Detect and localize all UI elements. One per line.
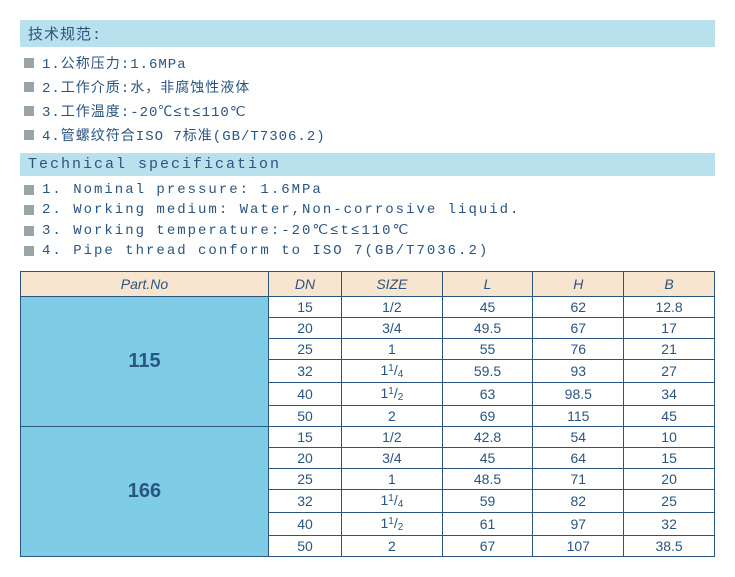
data-cell: 64 — [533, 448, 624, 469]
data-cell: 11/2 — [342, 513, 442, 536]
data-cell: 107 — [533, 536, 624, 557]
en-spec-line: 4. Pipe thread conform to ISO 7(GB/T7036… — [20, 241, 715, 261]
cn-spec-line: 2.工作介质:水，非腐蚀性液体 — [20, 75, 715, 99]
data-cell: 40 — [268, 383, 341, 406]
data-cell: 62 — [533, 297, 624, 318]
bullet-icon — [24, 226, 34, 236]
data-cell: 45 — [442, 448, 533, 469]
data-cell: 34 — [624, 383, 715, 406]
data-cell: 50 — [268, 406, 341, 427]
data-cell: 69 — [442, 406, 533, 427]
data-cell: 59.5 — [442, 360, 533, 383]
data-cell: 21 — [624, 339, 715, 360]
data-cell: 1 — [342, 469, 442, 490]
data-cell: 20 — [268, 318, 341, 339]
data-cell: 82 — [533, 490, 624, 513]
data-cell: 32 — [268, 360, 341, 383]
data-cell: 27 — [624, 360, 715, 383]
bullet-icon — [24, 82, 34, 92]
partno-cell: 166 — [21, 427, 269, 557]
data-cell: 54 — [533, 427, 624, 448]
cn-spec-text: 3.工作温度:-20℃≤t≤110℃ — [42, 101, 247, 121]
data-cell: 67 — [533, 318, 624, 339]
data-cell: 20 — [624, 469, 715, 490]
cn-spec-text: 2.工作介质:水，非腐蚀性液体 — [42, 77, 250, 97]
col-h: H — [533, 272, 624, 297]
data-cell: 97 — [533, 513, 624, 536]
bullet-icon — [24, 185, 34, 195]
en-spec-text: 4. Pipe thread conform to ISO 7(GB/T7036… — [42, 243, 489, 259]
data-cell: 2 — [342, 406, 442, 427]
data-cell: 10 — [624, 427, 715, 448]
partno-cell: 115 — [21, 297, 269, 427]
data-cell: 3/4 — [342, 448, 442, 469]
data-cell: 40 — [268, 513, 341, 536]
data-cell: 32 — [624, 513, 715, 536]
data-cell: 11/4 — [342, 490, 442, 513]
cn-spec-line: 1.公称压力:1.6MPa — [20, 51, 715, 75]
data-cell: 76 — [533, 339, 624, 360]
data-cell: 12.8 — [624, 297, 715, 318]
col-dn: DN — [268, 272, 341, 297]
data-cell: 1/2 — [342, 297, 442, 318]
en-spec-line: 3. Working temperature:-20℃≤t≤110℃ — [20, 220, 715, 241]
data-cell: 15 — [268, 297, 341, 318]
data-cell: 59 — [442, 490, 533, 513]
table-body: 115151/2456212.8203/449.5671725155762132… — [21, 297, 715, 557]
data-cell: 20 — [268, 448, 341, 469]
data-cell: 25 — [268, 339, 341, 360]
data-cell: 67 — [442, 536, 533, 557]
col-b: B — [624, 272, 715, 297]
data-cell: 42.8 — [442, 427, 533, 448]
data-cell: 25 — [268, 469, 341, 490]
data-cell: 50 — [268, 536, 341, 557]
cn-spec-line: 3.工作温度:-20℃≤t≤110℃ — [20, 99, 715, 123]
data-cell: 49.5 — [442, 318, 533, 339]
col-size: SIZE — [342, 272, 442, 297]
data-cell: 93 — [533, 360, 624, 383]
data-cell: 98.5 — [533, 383, 624, 406]
en-spec-header: Technical specification — [20, 153, 715, 176]
bullet-icon — [24, 58, 34, 68]
data-cell: 3/4 — [342, 318, 442, 339]
table-header-row: Part.No DN SIZE L H B — [21, 272, 715, 297]
data-cell: 25 — [624, 490, 715, 513]
en-spec-text: 3. Working temperature:-20℃≤t≤110℃ — [42, 222, 410, 239]
table-row: 166151/242.85410 — [21, 427, 715, 448]
data-cell: 55 — [442, 339, 533, 360]
col-l: L — [442, 272, 533, 297]
bullet-icon — [24, 130, 34, 140]
data-cell: 45 — [624, 406, 715, 427]
data-cell: 61 — [442, 513, 533, 536]
data-cell: 17 — [624, 318, 715, 339]
cn-spec-line: 4.管螺纹符合ISO 7标准(GB/T7306.2) — [20, 123, 715, 147]
en-spec-line: 1. Nominal pressure: 1.6MPa — [20, 180, 715, 200]
cn-spec-header: 技术规范: — [20, 20, 715, 47]
cn-spec-text: 4.管螺纹符合ISO 7标准(GB/T7306.2) — [42, 125, 326, 145]
data-cell: 71 — [533, 469, 624, 490]
cn-spec-text: 1.公称压力:1.6MPa — [42, 53, 187, 73]
en-spec-text: 1. Nominal pressure: 1.6MPa — [42, 182, 323, 198]
data-cell: 15 — [624, 448, 715, 469]
bullet-icon — [24, 246, 34, 256]
data-cell: 115 — [533, 406, 624, 427]
data-cell: 15 — [268, 427, 341, 448]
en-spec-text: 2. Working medium: Water,Non-corrosive l… — [42, 202, 520, 218]
bullet-icon — [24, 205, 34, 215]
data-cell: 38.5 — [624, 536, 715, 557]
data-cell: 11/2 — [342, 383, 442, 406]
col-partno: Part.No — [21, 272, 269, 297]
en-spec-line: 2. Working medium: Water,Non-corrosive l… — [20, 200, 715, 220]
data-cell: 1 — [342, 339, 442, 360]
bullet-icon — [24, 106, 34, 116]
data-cell: 2 — [342, 536, 442, 557]
spec-table: Part.No DN SIZE L H B 115151/2456212.820… — [20, 271, 715, 557]
data-cell: 32 — [268, 490, 341, 513]
data-cell: 63 — [442, 383, 533, 406]
data-cell: 1/2 — [342, 427, 442, 448]
data-cell: 45 — [442, 297, 533, 318]
table-row: 115151/2456212.8 — [21, 297, 715, 318]
data-cell: 11/4 — [342, 360, 442, 383]
data-cell: 48.5 — [442, 469, 533, 490]
